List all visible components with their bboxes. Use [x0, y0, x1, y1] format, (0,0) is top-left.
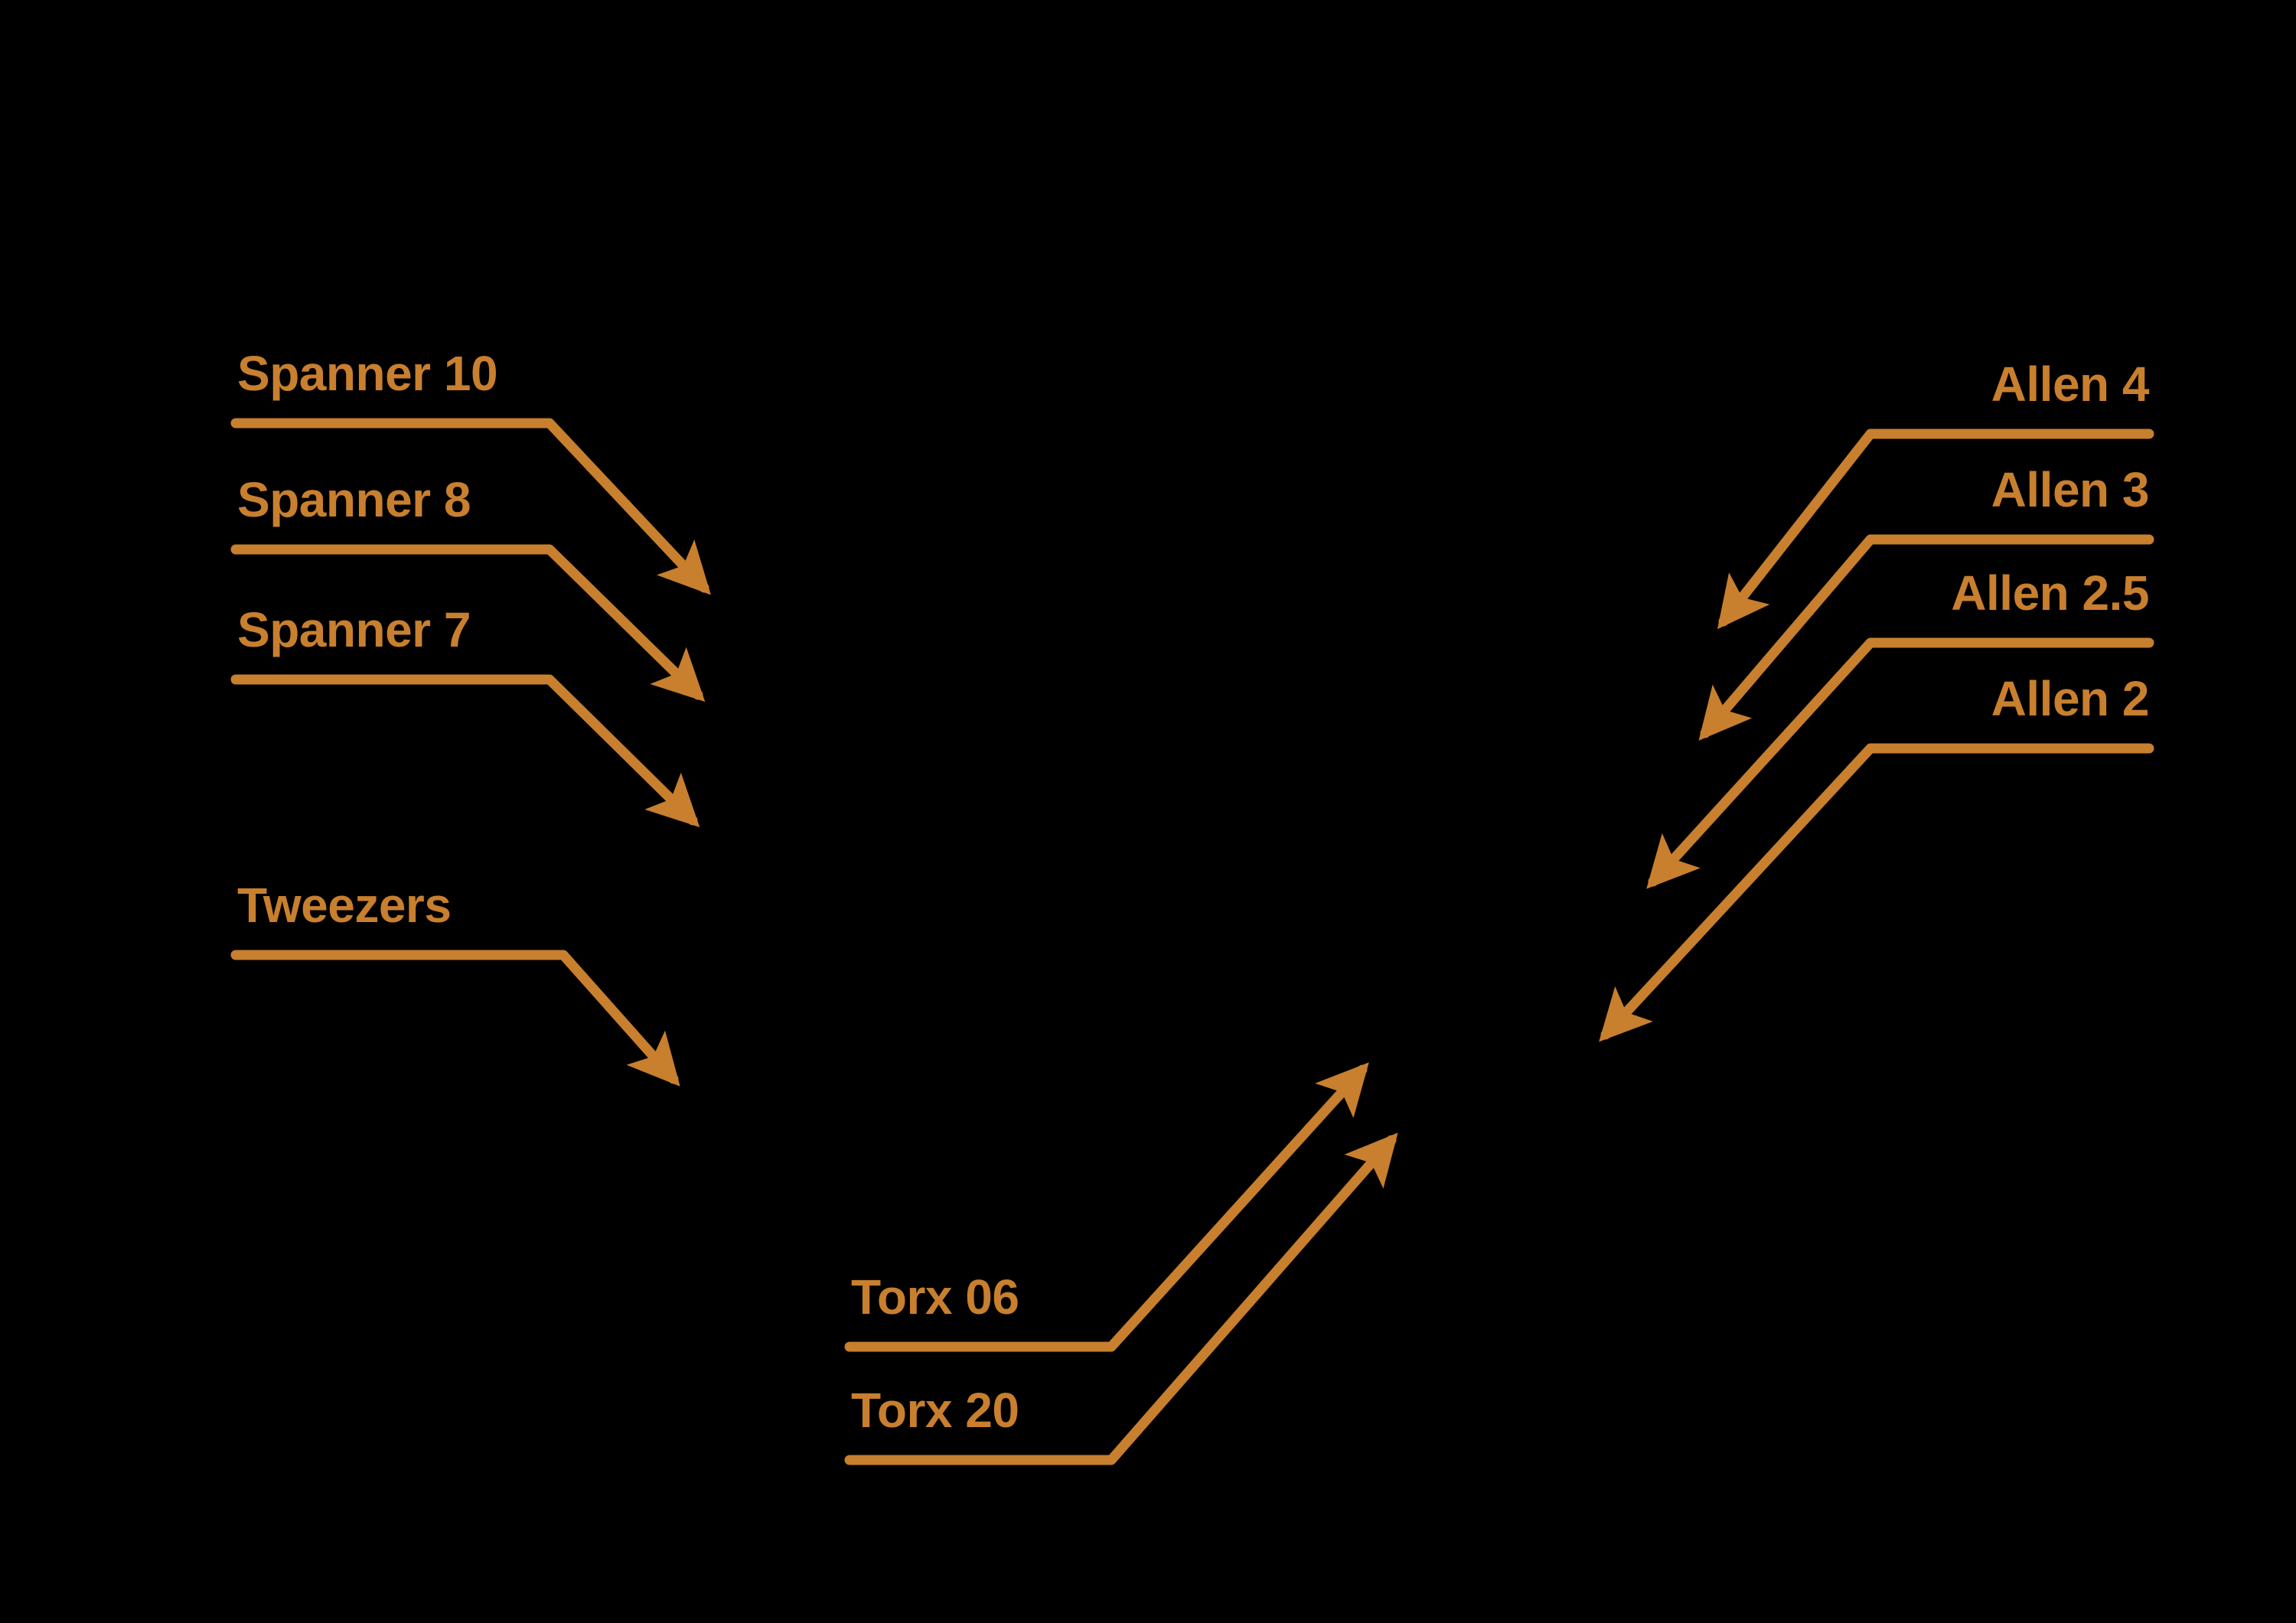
- leader-line-tweezers: [230, 950, 680, 1087]
- callout-label-torx-06: Torx 06: [851, 1269, 1019, 1325]
- callout-label-torx-20: Torx 20: [851, 1383, 1019, 1438]
- callout-label-spanner-10: Spanner 10: [237, 346, 498, 401]
- leader-line-allen-4: [1717, 429, 2154, 630]
- leader-line-torx-06: [844, 1062, 1369, 1352]
- callout-label-tweezers: Tweezers: [237, 878, 452, 933]
- callout-label-allen-2: Allen 2: [1991, 671, 2150, 726]
- leader-line-allen-2-5: [1646, 637, 2154, 889]
- callout-label-allen-2-5: Allen 2.5: [1951, 565, 2149, 621]
- callout-label-allen-4: Allen 4: [1991, 357, 2150, 412]
- callout-label-spanner-8: Spanner 8: [237, 472, 471, 527]
- leader-line-allen-2: [1599, 743, 2154, 1042]
- leader-line-spanner-10: [230, 418, 711, 595]
- leader-line-torx-20: [844, 1133, 1398, 1465]
- callout-label-allen-3: Allen 3: [1991, 462, 2150, 517]
- leader-line-spanner-7: [230, 674, 700, 828]
- leader-line-spanner-8: [230, 544, 706, 702]
- callout-label-spanner-7: Spanner 7: [237, 602, 471, 657]
- leader-line-allen-3: [1698, 534, 2154, 741]
